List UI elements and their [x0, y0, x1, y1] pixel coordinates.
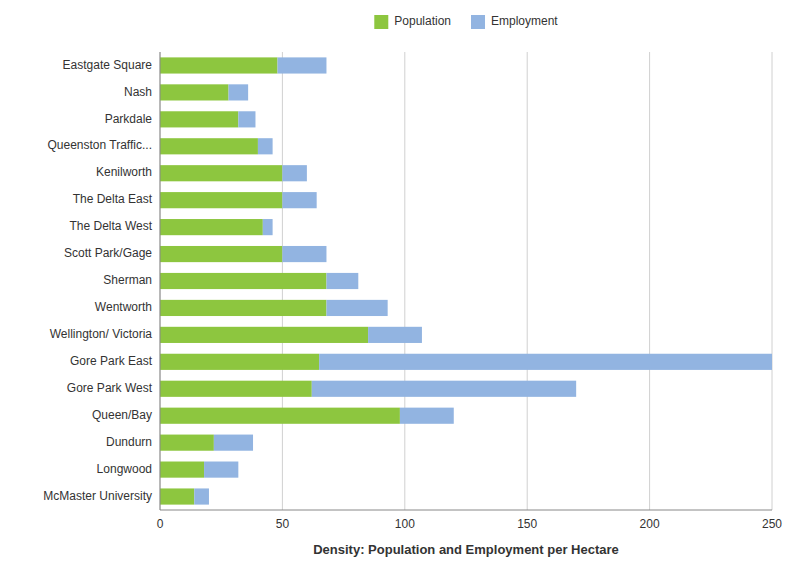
category-label: Parkdale [105, 112, 153, 126]
grid-line [404, 52, 405, 510]
grid-line [160, 52, 161, 510]
bar-segment [160, 111, 238, 127]
bar-segment [368, 327, 422, 343]
category-label: Kenilworth [96, 165, 152, 179]
category-label: Wellington/ Victoria [50, 327, 153, 341]
bar-segment [282, 246, 326, 262]
bar-segment [258, 138, 273, 154]
bars [160, 57, 772, 504]
grid-line [772, 52, 773, 510]
x-axis-label: Density: Population and Employment per H… [313, 542, 619, 557]
category-label: Queen/Bay [92, 408, 152, 422]
category-label: Nash [124, 85, 152, 99]
grid [160, 52, 772, 510]
bar-segment [160, 84, 229, 100]
x-axis-line [160, 510, 772, 511]
legend: Population Employment [374, 14, 558, 29]
chart-svg: 0 50 100 150 200 250 Eastgate Square Nash Parkda… [0, 0, 800, 572]
legend-label: Employment [491, 14, 558, 28]
category-label: Gore Park East [70, 354, 153, 368]
legend-swatch [471, 15, 485, 29]
x-tick-label: 50 [276, 517, 290, 531]
category-label: The Delta West [70, 219, 153, 233]
bar-segment [160, 273, 326, 289]
bar-segment [160, 354, 319, 370]
legend-label: Population [394, 14, 451, 28]
bar-segment [326, 273, 358, 289]
bar-segment [204, 462, 238, 478]
bar-segment [229, 84, 249, 100]
grid-line [649, 52, 650, 510]
bar-segment [160, 192, 282, 208]
category-label: The Delta East [73, 192, 153, 206]
category-label: Longwood [97, 462, 152, 476]
bar-segment [282, 165, 306, 181]
x-tick-label: 200 [640, 517, 660, 531]
bar-segment [326, 300, 387, 316]
bar-segment [319, 354, 772, 370]
category-label: Scott Park/Gage [64, 246, 152, 260]
bar-segment [160, 327, 368, 343]
category-label: Sherman [103, 273, 152, 287]
bar-segment [160, 246, 282, 262]
bar-segment [160, 462, 204, 478]
category-label: Wentworth [95, 300, 152, 314]
x-tick-label: 100 [395, 517, 415, 531]
category-label: Queenston Traffic... [47, 138, 152, 152]
bar-segment [312, 381, 576, 397]
bar-segment [160, 138, 258, 154]
bar-segment [160, 300, 326, 316]
x-tick-label: 150 [517, 517, 537, 531]
bar-segment [160, 57, 278, 73]
category-label: Dundurn [106, 435, 152, 449]
bar-segment [160, 219, 263, 235]
x-tick-label: 250 [762, 517, 782, 531]
bar-segment [160, 435, 214, 451]
bar-segment [160, 408, 400, 424]
bar-segment [238, 111, 255, 127]
bar-segment [194, 488, 209, 504]
category-label: Gore Park West [67, 381, 153, 395]
bar-segment [160, 165, 282, 181]
bar-segment [278, 57, 327, 73]
category-label: McMaster University [43, 489, 152, 503]
x-tick-label: 0 [157, 517, 164, 531]
y-axis-line [160, 52, 161, 510]
bar-segment [263, 219, 273, 235]
bar-segment [214, 435, 253, 451]
bar-segment [400, 408, 454, 424]
bar-segment [282, 192, 316, 208]
grid-line [527, 52, 528, 510]
chart-container: 0 50 100 150 200 250 Eastgate Square Nash Parkda… [0, 0, 800, 572]
bar-segment [160, 381, 312, 397]
bar-segment [160, 488, 194, 504]
legend-swatch [374, 15, 388, 29]
category-label: Eastgate Square [63, 58, 153, 72]
